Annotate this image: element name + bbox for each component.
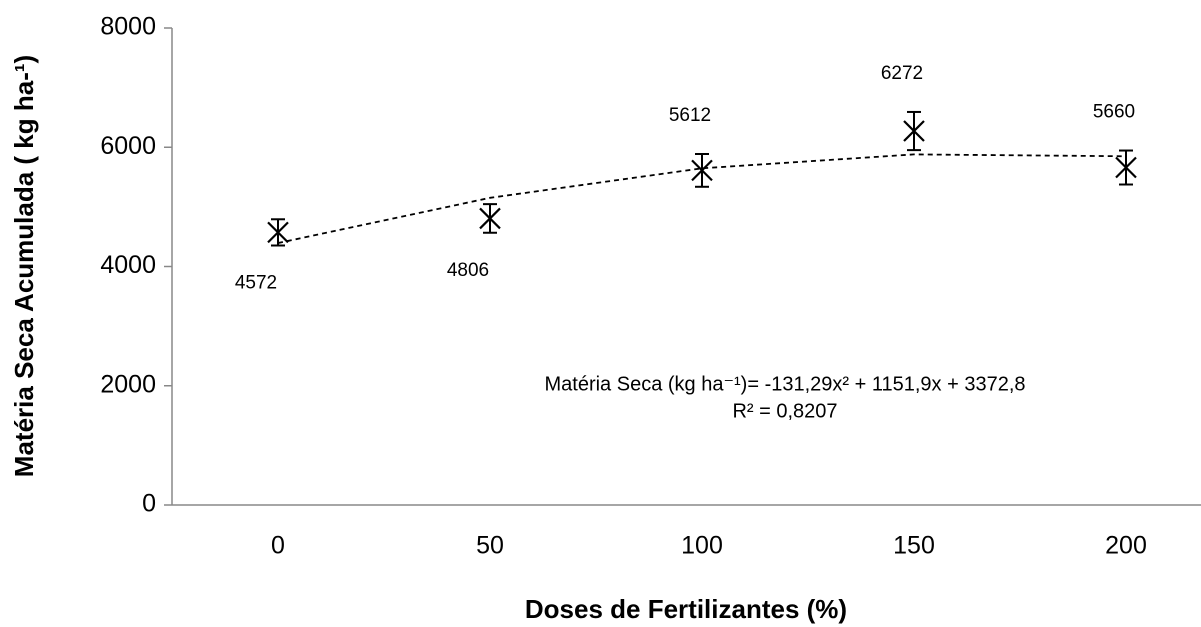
data-label: 4572 <box>235 273 277 294</box>
y-tick-label: 4000 <box>100 251 156 279</box>
y-tick-label: 0 <box>142 490 156 518</box>
trend-equation: Matéria Seca (kg ha⁻¹)= -131,29x² + 1151… <box>544 373 1025 395</box>
x-tick-label: 100 <box>681 532 723 560</box>
marker <box>267 221 289 244</box>
trendline <box>277 153 1127 244</box>
data-label: 5612 <box>669 105 711 126</box>
data-label: 4806 <box>447 260 489 281</box>
marker <box>691 159 713 182</box>
x-tick-label: 50 <box>476 532 504 560</box>
y-tick-label: 2000 <box>100 370 156 398</box>
x-tick-label: 150 <box>893 532 935 560</box>
y-tick-label: 8000 <box>100 13 156 41</box>
marker <box>1115 156 1137 179</box>
x-axis-title: Doses de Fertilizantes (%) <box>525 594 847 624</box>
y-axis-title: Matéria Seca Acumulada ( kg ha-¹) <box>9 55 39 477</box>
x-tick-label: 200 <box>1105 532 1147 560</box>
marker <box>903 120 925 142</box>
data-label: 5660 <box>1093 102 1135 123</box>
x-tick-label: 0 <box>271 532 285 560</box>
data-label: 6272 <box>881 63 923 84</box>
y-tick-label: 6000 <box>100 132 156 160</box>
r-squared: R² = 0,8207 <box>732 400 837 422</box>
marker <box>479 207 501 230</box>
